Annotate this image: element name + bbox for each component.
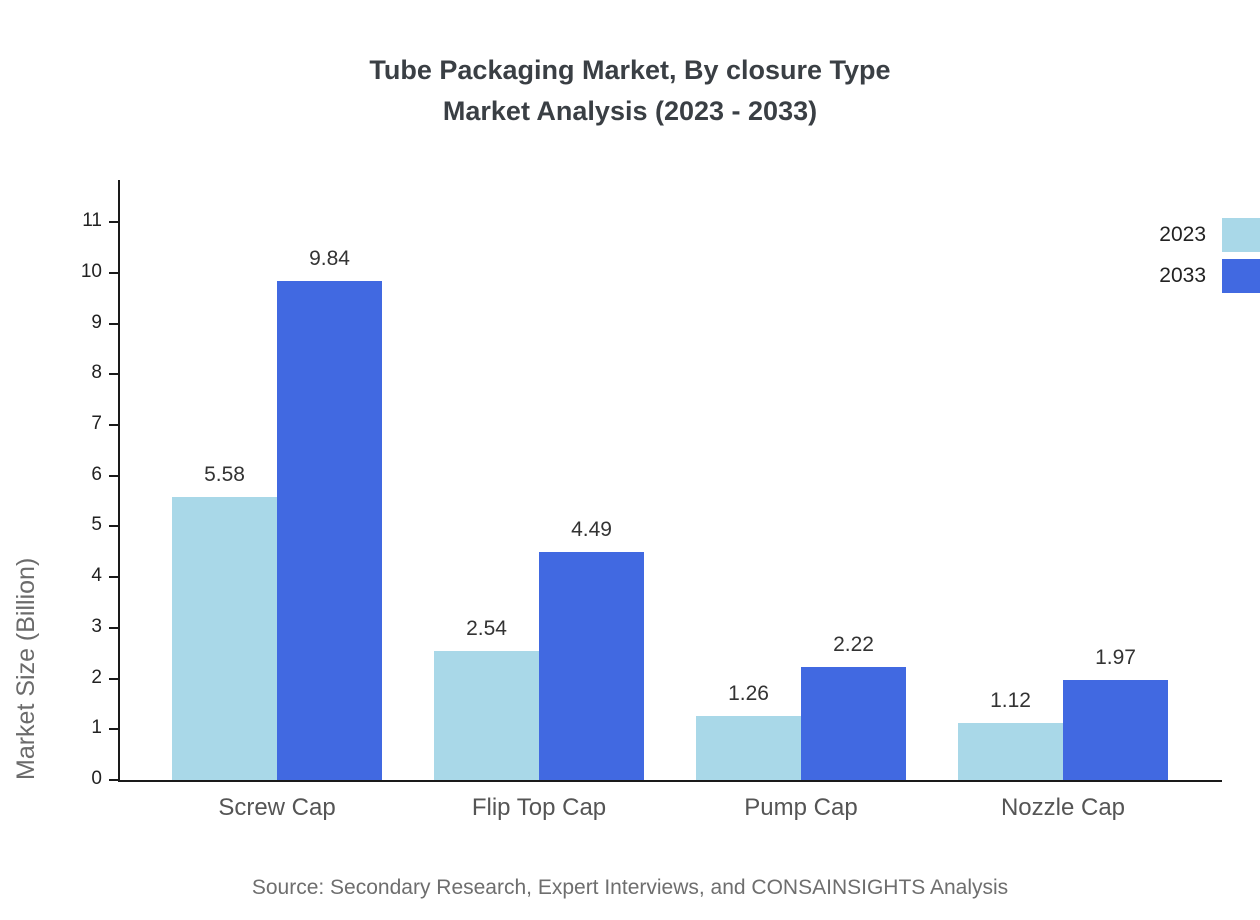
y-tick-label: 9 [91, 311, 102, 333]
y-tick-mark [109, 525, 118, 528]
x-axis-line [118, 780, 1222, 782]
chart-bar [1063, 680, 1168, 780]
bar-value-label: 1.26 [728, 682, 769, 706]
y-tick-mark [109, 271, 118, 274]
chart-bar [801, 667, 906, 780]
legend-swatch [1222, 218, 1260, 252]
bar-value-label: 1.97 [1095, 646, 1136, 670]
chart-bar [434, 651, 539, 780]
chart-bar [539, 552, 644, 780]
bar-value-label: 5.58 [204, 463, 245, 486]
y-tick-label: 8 [91, 362, 102, 384]
y-tick-label: 5 [91, 514, 102, 536]
y-tick-mark [109, 677, 118, 680]
y-tick-mark [109, 221, 118, 224]
category-label: Pump Cap [744, 794, 858, 821]
legend-item: 2023 [1159, 216, 1260, 254]
y-tick-label: 11 [82, 210, 102, 232]
category-label: Screw Cap [218, 794, 336, 821]
y-tick-label: 4 [91, 565, 102, 587]
bar-value-label: 4.49 [571, 518, 612, 542]
plot-area: 5.58 9.84 Screw Cap 2.54 4.49 Flip Top Cap 1.2… [81, 180, 1222, 821]
y-tick-label: 1 [91, 717, 102, 739]
legend-label: 2023 [1159, 223, 1206, 246]
bar-value-label: 1.12 [990, 689, 1031, 713]
legend-label: 2033 [1159, 264, 1206, 287]
y-tick-mark [109, 576, 118, 579]
chart-bar [277, 280, 382, 780]
y-tick-mark [109, 779, 118, 781]
chart-bar [696, 716, 801, 780]
category-label: Flip Top Cap [471, 794, 607, 821]
y-tick-label: 10 [80, 260, 102, 282]
chart-bar [172, 497, 277, 780]
chart-title-line2: Market Analysis (2023 - 2033) [442, 96, 818, 126]
category-label: Nozzle Cap [1000, 794, 1126, 821]
y-tick-label: 0 [91, 768, 102, 789]
y-tick-mark [109, 728, 118, 731]
y-tick-label: 6 [91, 463, 102, 485]
legend-item: 2033 [1159, 257, 1260, 295]
y-tick-mark [109, 474, 118, 477]
y-axis-title: Market Size (Billion) [12, 557, 40, 780]
bar-value-label: 2.22 [833, 633, 874, 657]
y-tick-label: 7 [91, 412, 102, 434]
y-tick-mark [109, 322, 118, 325]
y-axis-line [118, 180, 120, 782]
source-text: Source: Secondary Research, Expert Inter… [251, 876, 1009, 899]
y-tick-mark [109, 626, 118, 629]
bar-value-label: 2.54 [466, 617, 507, 641]
chart-bar [958, 723, 1063, 780]
y-tick-label: 2 [91, 666, 102, 688]
chart-title-line1: Tube Packaging Market, By closure Type [369, 55, 891, 85]
y-tick-label: 3 [91, 615, 102, 637]
bar-value-label: 9.84 [309, 246, 350, 270]
legend: 2023 2033 [1159, 216, 1260, 295]
legend-swatch [1222, 259, 1260, 293]
y-tick-mark [109, 373, 118, 376]
y-tick-mark [109, 423, 118, 426]
chart-title: Tube Packaging Market, By closure Type M… [0, 50, 1260, 132]
